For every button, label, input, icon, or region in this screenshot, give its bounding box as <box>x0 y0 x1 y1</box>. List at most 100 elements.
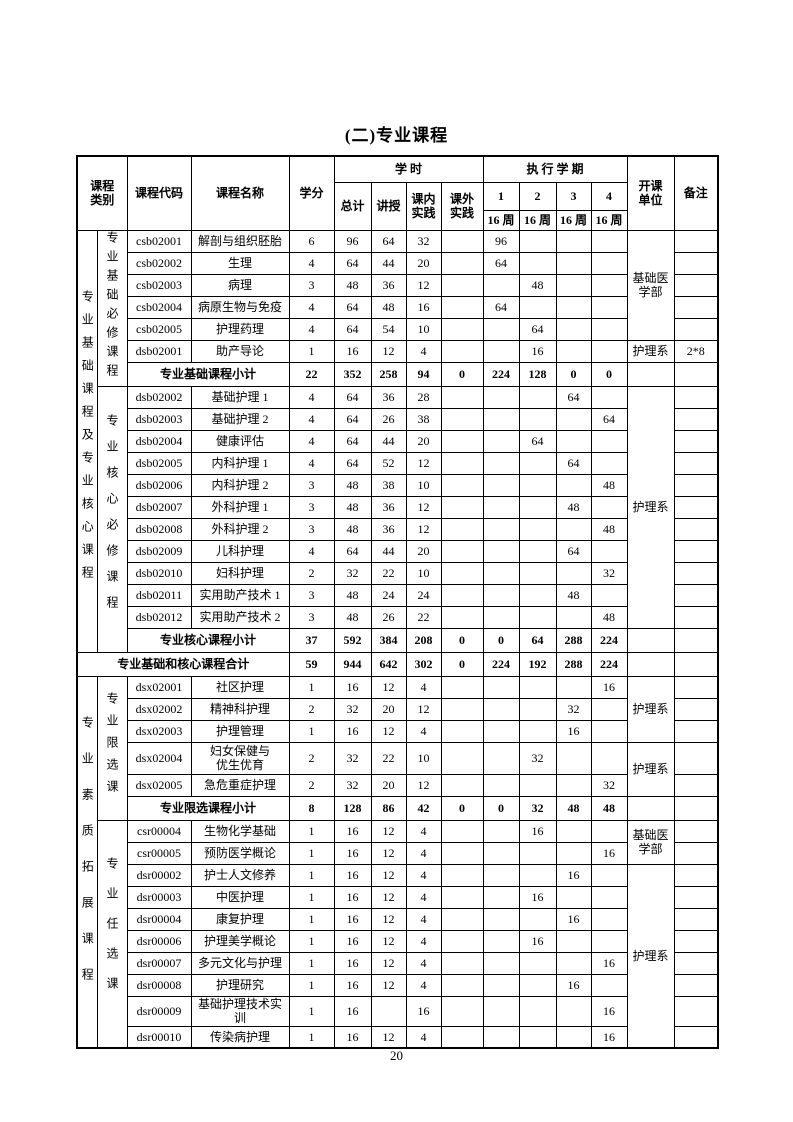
table-cell: 64 <box>590 407 628 431</box>
table-row: dsb02012 实用助产技术 2 3 48 26 22 48 <box>77 605 719 629</box>
note-cell <box>673 885 719 909</box>
table-cell <box>440 885 484 909</box>
table-cell <box>555 841 592 865</box>
table-cell <box>555 251 592 275</box>
unit-cell: 基础医学部 <box>626 229 675 341</box>
table-cell: 4 <box>288 451 335 475</box>
table-cell: 0 <box>482 795 520 821</box>
table-cell: 37 <box>288 627 335 653</box>
category-basic-required: 专业基础必修课程 <box>96 229 128 387</box>
table-cell: 12 <box>405 773 442 797</box>
total-row: 专业基础和核心课程合计 59 944 642 302 0 224 192 288 224 <box>76 651 719 677</box>
unit-cell: 护理系 <box>626 675 675 743</box>
category-basic-and-core: 专业基础课程及专业核心课程 <box>76 229 98 653</box>
table-cell <box>482 407 520 431</box>
name-cell: 护理药理 <box>190 317 290 341</box>
table-cell <box>440 317 484 341</box>
table-cell: 1 <box>288 841 335 865</box>
table-cell: 64 <box>333 385 372 409</box>
note-cell <box>673 583 719 607</box>
table-cell <box>440 719 484 743</box>
header-hours-lecture: 讲授 <box>370 181 407 231</box>
table-cell: 86 <box>370 795 407 821</box>
name-cell: 预防医学概论 <box>190 841 290 865</box>
table-cell: 1 <box>288 951 335 975</box>
table-cell: 0 <box>440 651 484 677</box>
table-row: dsr00010 传染病护理 1 16 12 4 16 <box>77 1025 719 1049</box>
table-cell: 44 <box>370 429 407 453</box>
table-cell: 4 <box>405 907 442 931</box>
table-cell <box>590 295 628 319</box>
table-cell <box>440 273 484 297</box>
table-cell: 592 <box>333 627 372 653</box>
note-cell <box>673 317 719 341</box>
code-cell: dsr00009 <box>126 995 192 1027</box>
header-unit: 开课 单位 <box>626 155 675 231</box>
table-cell <box>518 675 557 699</box>
code-cell: dsx02004 <box>126 741 192 775</box>
table-cell: 64 <box>333 317 372 341</box>
code-cell: csr00004 <box>126 819 192 843</box>
table-cell: 10 <box>405 561 442 585</box>
table-cell: 12 <box>370 929 407 953</box>
table-cell <box>590 251 628 275</box>
table-cell <box>440 583 484 607</box>
table-cell <box>590 495 628 519</box>
table-cell: 1 <box>288 907 335 931</box>
table-cell: 32 <box>333 741 372 775</box>
name-cell: 妇女保健与 优生优育 <box>190 741 290 775</box>
name-cell: 外科护理 1 <box>190 495 290 519</box>
category-quality-expansion-text: 专业素质拓展课程 <box>80 716 95 1005</box>
table-cell: 4 <box>288 295 335 319</box>
name-cell: 健康评估 <box>190 429 290 453</box>
table-cell: 2 <box>288 773 335 797</box>
table-cell: 224 <box>590 651 628 677</box>
table-cell <box>440 951 484 975</box>
name-cell: 生理 <box>190 251 290 275</box>
table-cell: 24 <box>370 583 407 607</box>
table-cell: 2 <box>288 741 335 775</box>
category-core-required: 专业核心必修课程 <box>96 385 128 653</box>
table-cell <box>518 605 557 629</box>
table-cell: 12 <box>370 907 407 931</box>
table-cell <box>590 451 628 475</box>
table-cell <box>555 1025 592 1049</box>
header-row-1: 课程 类别 课程代码 课程名称 学分学 时执 行 学 期开课 单位 备注 <box>76 155 719 231</box>
table-cell <box>590 741 628 775</box>
table-row: dsb02004 健康评估 4 64 44 20 64 <box>77 429 719 453</box>
table-row: dsb02011 实用助产技术 1 3 48 24 24 48 <box>77 583 719 607</box>
table-cell: 8 <box>288 795 335 821</box>
table-cell: 1 <box>288 885 335 909</box>
table-cell <box>590 539 628 563</box>
table-cell <box>590 583 628 607</box>
table-cell <box>518 517 557 541</box>
table-cell: 16 <box>555 719 592 743</box>
table-cell: 12 <box>370 973 407 997</box>
table-cell <box>482 451 520 475</box>
table-cell: 12 <box>405 273 442 297</box>
table-row: 专业核心必修课程 dsb02002 基础护理 1 4 64 36 28 64 护理系 <box>77 385 719 653</box>
table-cell: 48 <box>333 583 372 607</box>
table-cell <box>482 273 520 297</box>
subtotal-label: 专业基础课程小计 <box>126 361 290 387</box>
table-cell: 16 <box>333 339 372 363</box>
table-cell: 224 <box>482 651 520 677</box>
table-cell: 16 <box>333 885 372 909</box>
table-cell <box>518 451 557 475</box>
table-cell: 48 <box>518 273 557 297</box>
table-cell: 16 <box>333 995 372 1027</box>
table-cell <box>440 385 484 409</box>
table-row: dsb02010 妇科护理 2 32 22 10 32 <box>77 561 719 585</box>
table-cell: 224 <box>482 361 520 387</box>
table-cell <box>482 951 520 975</box>
table-cell: 48 <box>555 583 592 607</box>
table-cell: 48 <box>590 473 628 497</box>
table-cell <box>440 907 484 931</box>
header-category: 课程 类别 <box>76 155 128 231</box>
note-cell <box>673 795 719 821</box>
note-cell <box>673 627 719 653</box>
header-sem-4: 4 <box>590 181 628 211</box>
table-cell <box>482 863 520 887</box>
table-cell <box>518 583 557 607</box>
table-cell: 24 <box>405 583 442 607</box>
